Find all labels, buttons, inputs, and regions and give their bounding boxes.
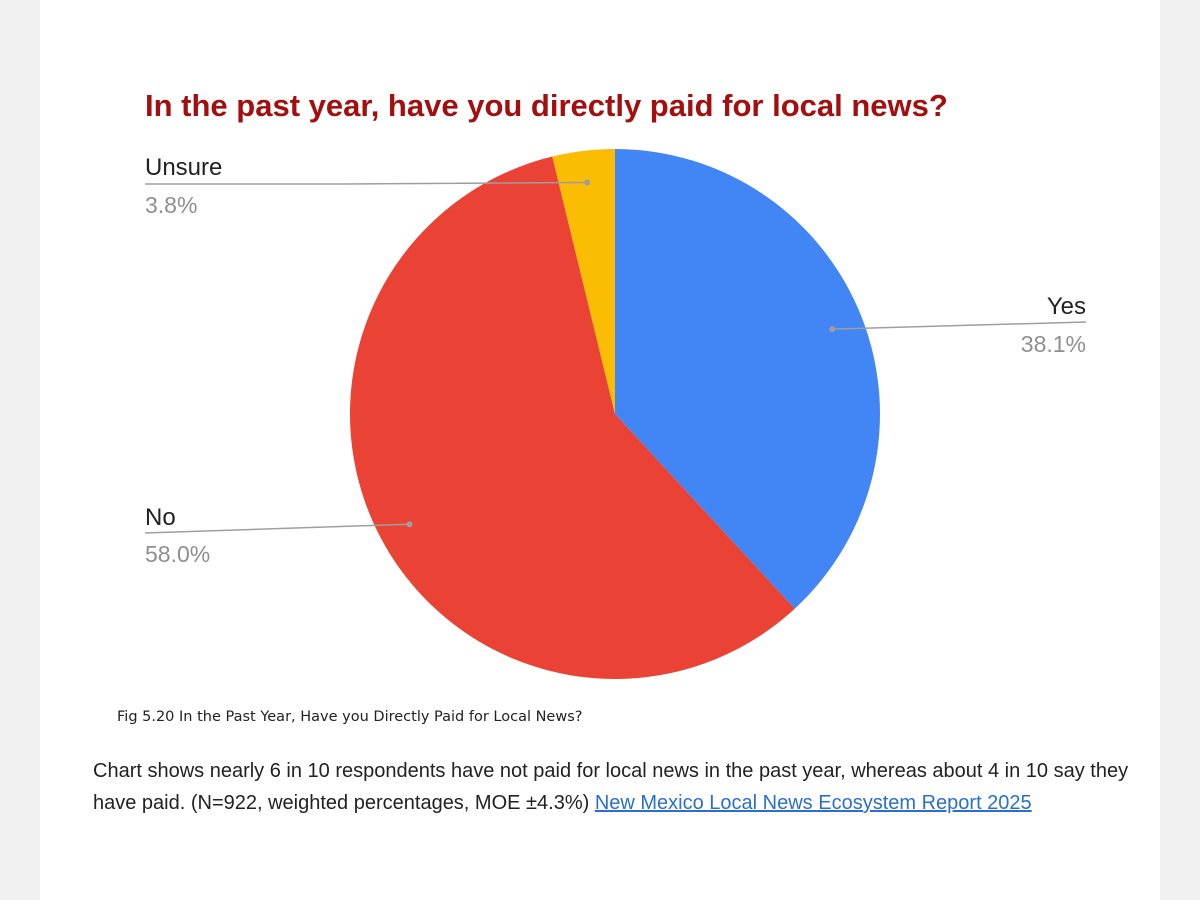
slice-value-yes: 38.1%	[1021, 331, 1086, 357]
pie-slice-yes	[615, 149, 880, 609]
slice-label-no: No	[145, 504, 176, 531]
slice-label-yes: Yes	[1047, 293, 1086, 320]
pie-slice-unsure	[552, 149, 615, 414]
chart-description: Chart shows nearly 6 in 10 respondents h…	[93, 755, 1133, 819]
leader-line-unsure	[145, 181, 588, 185]
pie-chart: Yes 38.1% No 58.0% Unsure 3.8%	[144, 149, 1087, 679]
leader-dot-yes	[829, 326, 836, 333]
figure-caption: Fig 5.20 In the Past Year, Have you Dire…	[117, 709, 583, 725]
description-text: Chart shows nearly 6 in 10 respondents h…	[93, 760, 1129, 814]
slice-value-unsure: 3.8%	[145, 192, 197, 218]
leader-line-yes	[832, 321, 1087, 330]
slice-label-unsure: Unsure	[145, 154, 222, 181]
leader-dot-no	[406, 521, 413, 528]
report-link[interactable]: New Mexico Local News Ecosystem Report 2…	[594, 792, 1032, 814]
pie-slice-no	[349, 156, 795, 679]
chart-title: In the past year, have you directly paid…	[145, 88, 948, 123]
slice-value-no: 58.0%	[145, 541, 210, 567]
document-page: In the past year, have you directly paid…	[40, 0, 1160, 900]
leader-dot-unsure	[584, 179, 591, 186]
leader-line-no	[144, 523, 410, 534]
